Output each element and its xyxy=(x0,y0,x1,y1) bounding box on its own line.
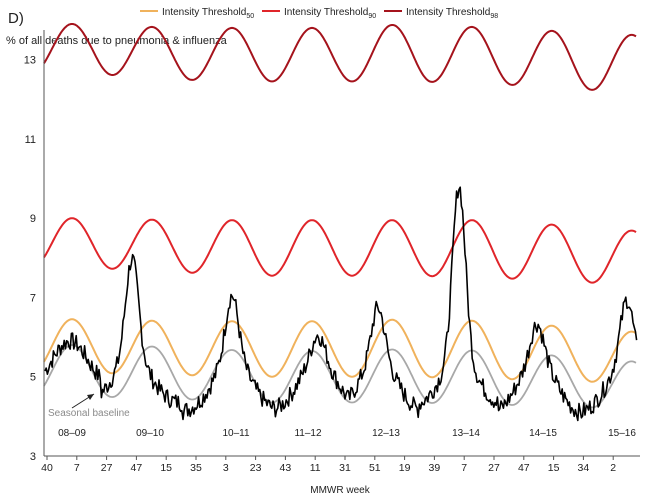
legend-item-50: Intensity Threshold50 xyxy=(140,7,254,20)
x-tick-label: 7 xyxy=(74,462,80,474)
x-tick-label: 51 xyxy=(369,462,381,474)
y-tick-label: 11 xyxy=(25,134,36,146)
x-tick-label: 47 xyxy=(518,462,530,474)
panel-label: D) xyxy=(8,10,24,27)
threshold-line-50 xyxy=(43,318,637,383)
season-label: 11–12 xyxy=(294,428,322,439)
seasonal-baseline-annotation: Seasonal baseline xyxy=(48,408,130,419)
y-tick-label: 13 xyxy=(24,55,36,67)
legend-label: Intensity Threshold90 xyxy=(284,7,376,20)
y-axis-label: % of all deaths due to pneumonia & influ… xyxy=(6,35,228,47)
y-axis: 3 5 7 9 11 13 xyxy=(24,30,45,463)
x-tick-label: 31 xyxy=(339,462,351,474)
x-tick-label: 34 xyxy=(578,462,590,474)
seasonal-baseline-line xyxy=(43,344,637,409)
x-tick-label: 3 xyxy=(223,462,229,474)
season-label: 09–10 xyxy=(136,428,164,439)
legend-label: Intensity Threshold98 xyxy=(406,7,498,20)
x-tick-label: 39 xyxy=(429,462,441,474)
x-tick-label: 15 xyxy=(160,462,172,474)
season-label: 15–16 xyxy=(608,428,636,439)
x-axis-label: MMWR week xyxy=(310,485,370,496)
legend: Intensity Threshold50 Intensity Threshold… xyxy=(140,7,498,20)
x-tick-label: 43 xyxy=(280,462,292,474)
legend-subscript: 98 xyxy=(490,13,498,20)
x-tick-label: 27 xyxy=(488,462,500,474)
x-tick-label: 7 xyxy=(461,462,467,474)
x-tick-label: 15 xyxy=(548,462,560,474)
y-tick-label: 9 xyxy=(30,213,36,225)
x-tick-label: 11 xyxy=(310,462,321,474)
legend-item-98: Intensity Threshold98 xyxy=(384,7,498,20)
y-tick-label: 7 xyxy=(30,292,36,304)
season-label: 13–14 xyxy=(452,428,480,439)
season-label: 14–15 xyxy=(529,428,557,439)
x-tick-label: 23 xyxy=(250,462,262,474)
y-tick-label: 3 xyxy=(30,451,36,463)
x-tick-label: 19 xyxy=(399,462,411,474)
x-tick-label: 40 xyxy=(41,462,53,474)
season-label: 08–09 xyxy=(58,428,86,439)
observed-line xyxy=(44,186,638,422)
x-tick-label: 27 xyxy=(101,462,113,474)
x-tick-label: 47 xyxy=(131,462,143,474)
legend-subscript: 90 xyxy=(368,13,376,20)
threshold-line-90 xyxy=(43,217,637,284)
annotation-arrowhead xyxy=(87,394,94,400)
x-tick-label: 2 xyxy=(610,462,616,474)
x-tick-label: 35 xyxy=(190,462,202,474)
plot-area: 08–09 09–10 10–11 11–12 12–13 13–14 14–15 15–16… xyxy=(43,23,638,439)
x-axis: 40 7 27 47 15 35 3 23 43 11 31 51 19 39 7 27 47 15 34 2 xyxy=(41,455,640,474)
legend-item-90: Intensity Threshold90 xyxy=(262,7,376,20)
y-tick-label: 5 xyxy=(30,372,36,384)
season-label: 12–13 xyxy=(372,428,400,439)
legend-label: Intensity Threshold50 xyxy=(162,7,254,20)
season-label: 10–11 xyxy=(222,428,250,439)
legend-subscript: 50 xyxy=(246,13,254,20)
threshold-line-98 xyxy=(43,23,637,91)
